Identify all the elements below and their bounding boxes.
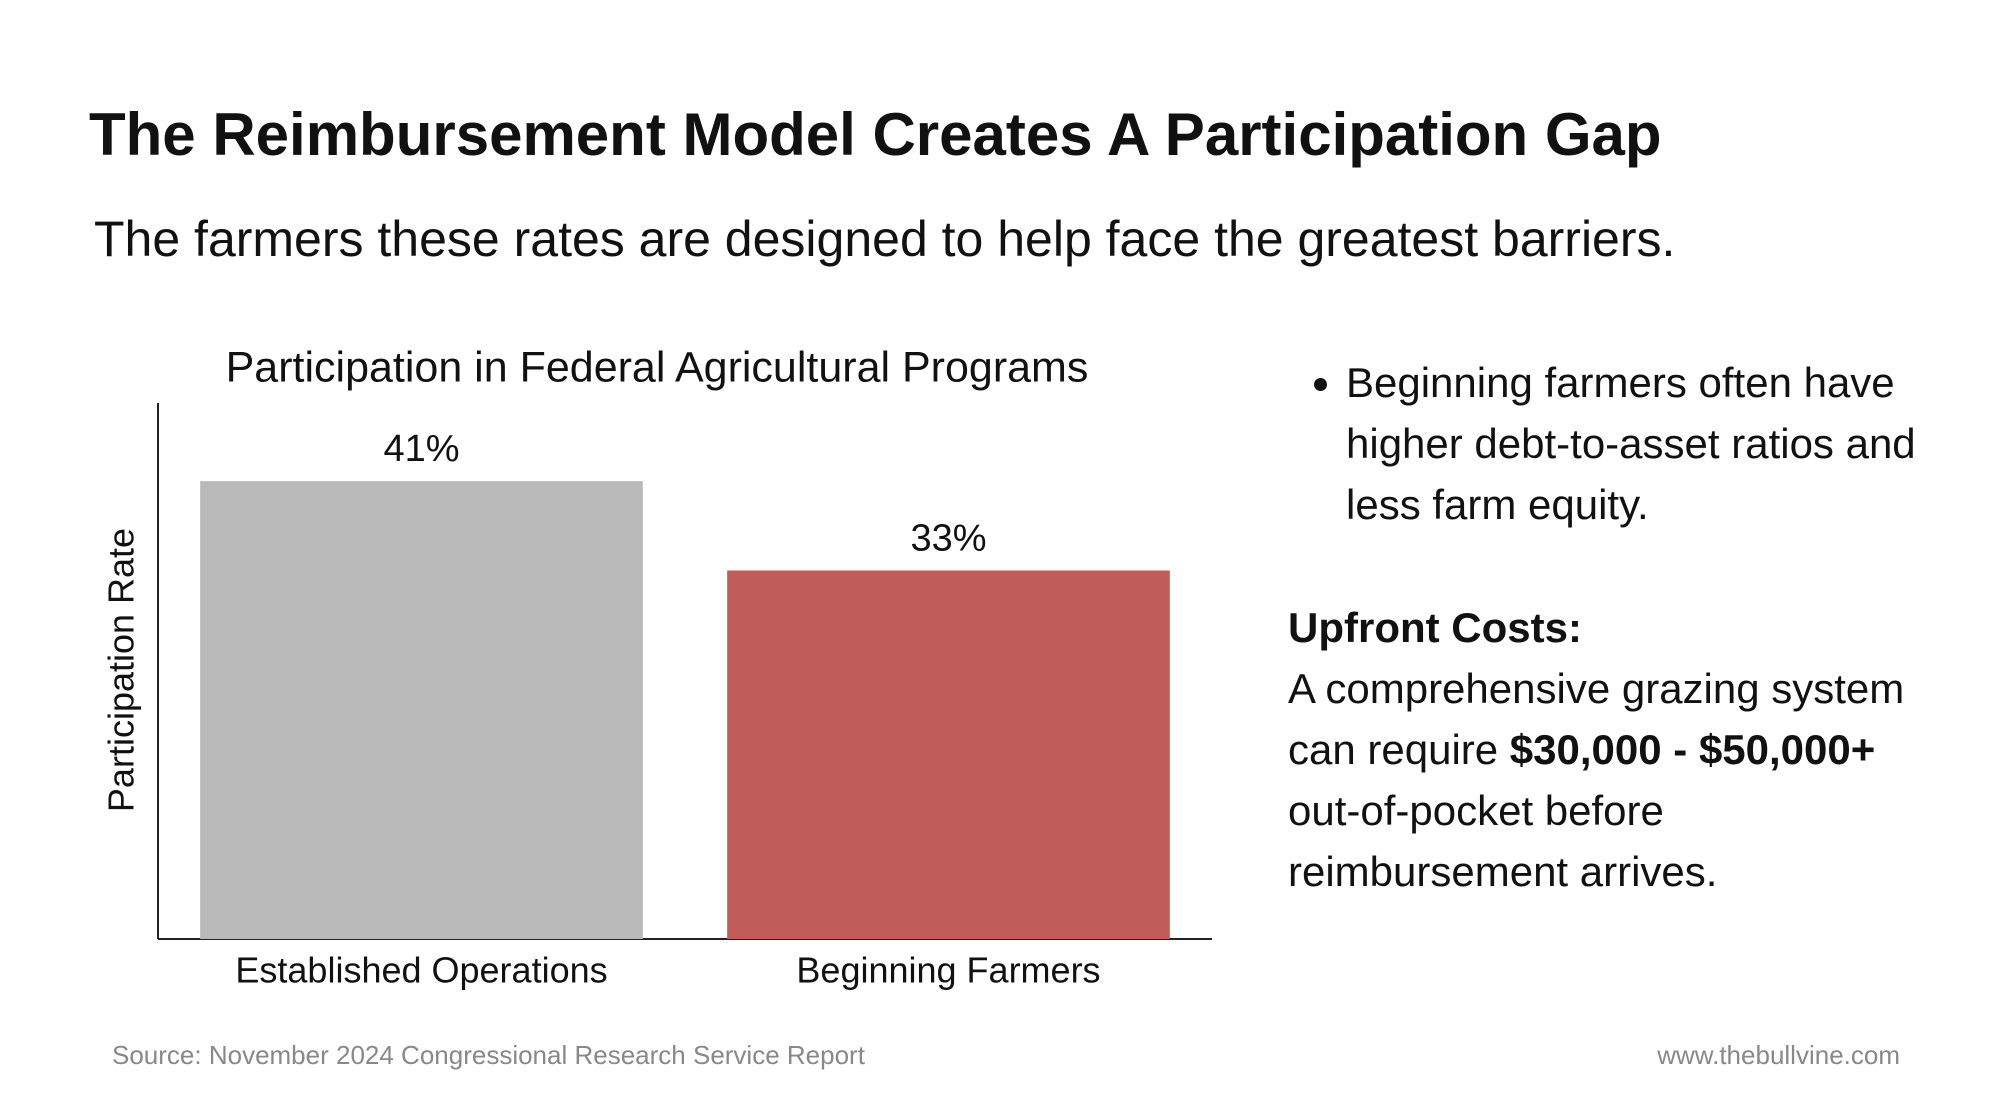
title: The Reimbursement Model Creates A Partic…: [89, 101, 1662, 168]
site: www.thebullvine.com: [1657, 1040, 1900, 1070]
text-run: $30,000 - $50,000+: [1509, 726, 1876, 773]
subtitle: The farmers these rates are designed to …: [94, 211, 1676, 267]
value-label: 41%: [383, 428, 459, 470]
text-run: out-of-pocket before reimbursement arriv…: [1288, 787, 1718, 895]
bar: [727, 570, 1170, 939]
heading: Upfront Costs:: [1288, 604, 1582, 651]
text-run: A comprehensive grazing system can requi…: [1288, 665, 1905, 773]
bar: [200, 481, 643, 939]
y-axis-label: Participation Rate: [101, 528, 142, 812]
value-label: 33%: [910, 518, 986, 560]
source: Source: November 2024 Congressional Rese…: [112, 1040, 865, 1070]
body-text: A comprehensive grazing system can requi…: [1288, 658, 1928, 902]
bullet-item: Beginning farmers often have higher debt…: [1346, 352, 1936, 535]
bullet-list: Beginning farmers often have higher debt…: [1314, 352, 1936, 535]
chart-title: Participation in Federal Agricultural Pr…: [226, 343, 1089, 391]
x-tick-label: Beginning Farmers: [796, 950, 1100, 991]
x-tick-label: Established Operations: [235, 950, 607, 991]
